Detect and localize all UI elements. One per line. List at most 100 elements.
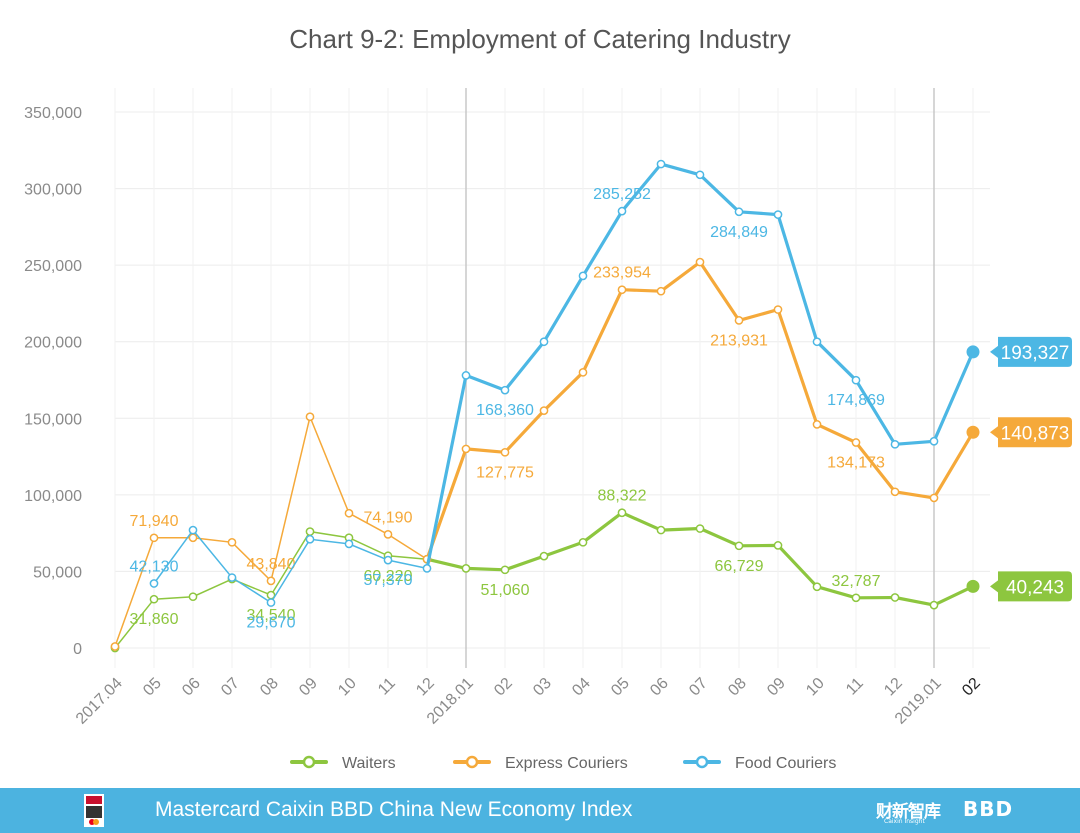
data-point [500,565,510,575]
legend-label: Food Couriers [735,755,836,772]
legend-marker [465,755,479,769]
data-point [929,493,939,503]
x-tick-label: 11 [843,675,867,699]
x-tick-label: 07 [686,675,711,700]
data-point [929,436,939,446]
data-point [890,593,900,602]
legend-marker [302,755,316,769]
data-label: 285,252 [593,186,651,203]
x-tick-label: 12 [881,675,906,700]
data-point [578,537,588,547]
end-point [966,425,980,439]
x-tick-label: 12 [413,675,438,700]
data-label: 74,190 [364,509,413,526]
data-point [305,527,315,536]
data-point [305,534,315,544]
data-point [734,541,744,551]
end-point [966,579,980,593]
data-label: 88,322 [598,488,647,505]
end-value-label: 40,243 [1006,577,1064,598]
x-tick-label: 11 [375,675,399,699]
end-value-label: 140,873 [1001,423,1070,444]
data-point [227,573,237,582]
y-tick-label: 50,000 [33,564,82,581]
data-point [305,412,315,422]
x-tick-label: 08 [257,675,282,700]
data-label: 66,729 [715,558,764,575]
data-point [110,642,120,651]
data-point [773,541,783,550]
data-label: 60,220 [364,568,413,585]
x-tick-label: 10 [335,675,360,700]
data-label: 174,869 [827,392,885,409]
x-tick-label: 09 [296,675,321,700]
x-tick-label: 06 [647,675,672,700]
data-point [188,525,198,535]
end-value-callout [990,336,1072,367]
x-tick-label: 05 [608,675,633,700]
data-point [227,537,237,547]
data-point [266,598,276,607]
data-point [695,170,705,180]
data-label: 213,931 [710,332,768,349]
data-point [344,508,354,518]
x-tick-label: 04 [569,675,594,700]
x-tick-label: 02 [959,675,984,700]
data-point [578,271,588,281]
data-point [851,438,861,447]
data-point [149,533,159,543]
data-label: 168,360 [476,402,534,419]
data-point [656,525,666,535]
data-label: 134,173 [827,455,885,472]
data-point [383,530,393,539]
data-label: 71,940 [130,513,179,530]
data-label: 34,540 [247,607,296,624]
footer-bar: Mastercard Caixin BBD China New Economy … [0,788,1080,833]
y-tick-label: 300,000 [24,182,82,199]
caixin-insight-sublabel: Caixin Insight [884,818,925,825]
bbd-logo: BBD [963,797,1014,821]
footer-brand: Mastercard Caixin BBD China New Economy … [155,798,633,821]
data-point [539,406,549,415]
data-point [656,159,666,169]
data-point [461,444,471,454]
data-point [695,257,705,267]
series-line-early [153,528,428,604]
x-tick-label: 2017.04 [73,675,126,728]
data-point [812,420,822,429]
data-point [500,447,510,457]
legend-label: Express Couriers [505,755,628,772]
data-point [851,593,861,603]
data-point [461,564,471,573]
data-point [890,487,900,497]
x-tick-label: 08 [725,675,750,700]
data-point [929,600,939,610]
data-label: 233,954 [593,265,651,282]
data-point [812,337,822,347]
data-label: 51,060 [481,582,530,599]
data-label: 57,370 [364,572,413,589]
data-point [149,579,159,588]
y-tick-label: 200,000 [24,335,82,352]
data-point [695,524,705,533]
data-point [461,371,471,380]
data-point [344,539,354,549]
chart-title: Chart 9-2: Employment of Catering Indust… [289,24,791,54]
end-point [966,345,980,359]
data-point [149,594,159,604]
data-point [773,305,783,314]
end-value-callout [990,417,1072,448]
y-tick-label: 100,000 [24,488,82,505]
data-point [500,385,510,395]
x-tick-label: 02 [491,675,516,700]
data-label: 284,849 [710,224,768,241]
legend-marker [695,755,709,769]
data-label: 127,775 [476,464,534,481]
data-point [539,337,549,347]
x-tick-label: 07 [218,675,243,700]
data-point [812,582,822,592]
data-point [734,207,744,217]
data-point [851,375,861,385]
y-tick-label: 0 [73,641,82,658]
chart: 0 50,000 100,000 150,000 200,000 250,000 300,0… [24,88,1072,772]
